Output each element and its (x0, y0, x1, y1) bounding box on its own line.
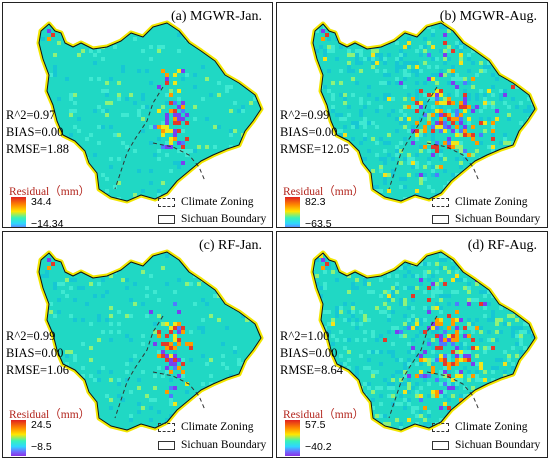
colorbar-min: −63.5 (305, 218, 332, 228)
panel-title: (b) MGWR-Aug. (439, 9, 537, 24)
stats-block: R^2=0.97 BIAS=0.00 RMSE=1.88 (6, 107, 69, 158)
colorbar-max: 82.3 (305, 196, 326, 208)
legend-climate-zoning: Climate Zoning (158, 196, 254, 208)
rmse-stat: RMSE=1.88 (6, 142, 69, 156)
sichuan-boundary (38, 22, 262, 202)
rmse-stat: RMSE=1.06 (6, 363, 69, 377)
colorbar-max: 34.4 (31, 196, 52, 208)
r2-stat: R^2=1.00 (280, 329, 330, 343)
r2-stat: R^2=0.99 (6, 329, 56, 343)
colorbar-max: 57.5 (305, 419, 326, 431)
panel-title: (c) RF-Jan. (199, 238, 262, 253)
panel-title: (d) RF-Aug. (467, 238, 537, 253)
climate-zoning-line (114, 315, 164, 419)
legend-climate-zoning: Climate Zoning (432, 196, 528, 208)
panel-mgwr-jan: (a) MGWR-Jan. R^2=0.97 BIAS=0.00 RMSE=1.… (2, 2, 273, 228)
colorbar-title: Residual（mm） (283, 186, 365, 198)
panel-title: (a) MGWR-Jan. (171, 9, 262, 24)
legend-climate-zoning: Climate Zoning (432, 421, 528, 433)
dashed-swatch-icon (158, 422, 175, 432)
sichuan-boundary (312, 22, 536, 202)
legend-zoning-label: Climate Zoning (455, 196, 528, 208)
legend-sichuan-boundary: Sichuan Boundary (158, 213, 266, 225)
legend-zoning-label: Climate Zoning (181, 421, 254, 433)
bias-stat: BIAS=0.00 (6, 346, 64, 360)
colorbar-title: Residual（mm） (283, 409, 365, 421)
sichuan-boundary (312, 251, 536, 431)
stats-block: R^2=0.99 BIAS=0.00 RMSE=1.06 (6, 328, 69, 379)
rmse-stat: RMSE=12.05 (280, 142, 350, 156)
solid-swatch-icon (158, 440, 175, 450)
legend-sichuan-boundary: Sichuan Boundary (432, 439, 540, 451)
colorbar-max: 24.5 (31, 419, 52, 431)
r2-stat: R^2=0.97 (6, 108, 56, 122)
colorbar (285, 197, 300, 227)
dashed-swatch-icon (158, 197, 175, 207)
residual-map (36, 249, 264, 433)
stats-block: R^2=0.99 BIAS=0.00 RMSE=12.05 (280, 107, 349, 158)
residual-map (310, 20, 538, 204)
legend-boundary-label: Sichuan Boundary (181, 439, 267, 451)
climate-zoning-line (426, 371, 480, 411)
climate-zoning-line (426, 142, 480, 182)
sichuan-boundary (38, 251, 262, 431)
colorbar (285, 420, 300, 456)
legend-zoning-label: Climate Zoning (455, 421, 528, 433)
solid-swatch-icon (432, 214, 449, 224)
colorbar-min: −40.2 (305, 441, 332, 453)
legend-sichuan-boundary: Sichuan Boundary (432, 213, 540, 225)
legend-zoning-label: Climate Zoning (181, 196, 254, 208)
colorbar (11, 197, 26, 227)
legend-sichuan-boundary: Sichuan Boundary (158, 439, 266, 451)
dashed-swatch-icon (432, 422, 449, 432)
legend-climate-zoning: Climate Zoning (158, 421, 254, 433)
colorbar-min: −8.5 (31, 441, 52, 453)
legend-boundary-label: Sichuan Boundary (455, 213, 541, 225)
bias-stat: BIAS=0.00 (280, 125, 338, 139)
colorbar (11, 420, 26, 456)
solid-swatch-icon (432, 440, 449, 450)
rmse-stat: RMSE=8.64 (280, 363, 343, 377)
panel-rf-jan: (c) RF-Jan. R^2=0.99 BIAS=0.00 RMSE=1.06… (2, 231, 273, 458)
bias-stat: BIAS=0.00 (280, 346, 338, 360)
climate-zoning-line (114, 86, 164, 190)
residual-map (310, 249, 538, 433)
panel-mgwr-aug: (b) MGWR-Aug. R^2=0.99 BIAS=0.00 RMSE=12… (276, 2, 548, 228)
legend-boundary-label: Sichuan Boundary (455, 439, 541, 451)
climate-zoning-line (388, 86, 438, 190)
colorbar-title: Residual（mm） (9, 409, 91, 421)
stats-block: R^2=1.00 BIAS=0.00 RMSE=8.64 (280, 328, 343, 379)
residual-map (36, 20, 264, 204)
bias-stat: BIAS=0.00 (6, 125, 64, 139)
solid-swatch-icon (158, 214, 175, 224)
climate-zoning-line (152, 371, 206, 411)
climate-zoning-line (388, 315, 438, 419)
colorbar-min: −14.34 (31, 218, 64, 228)
dashed-swatch-icon (432, 197, 449, 207)
colorbar-title: Residual（mm） (9, 186, 91, 198)
r2-stat: R^2=0.99 (280, 108, 330, 122)
panel-rf-aug: (d) RF-Aug. R^2=1.00 BIAS=0.00 RMSE=8.64… (276, 231, 548, 458)
climate-zoning-line (152, 142, 206, 182)
legend-boundary-label: Sichuan Boundary (181, 213, 267, 225)
